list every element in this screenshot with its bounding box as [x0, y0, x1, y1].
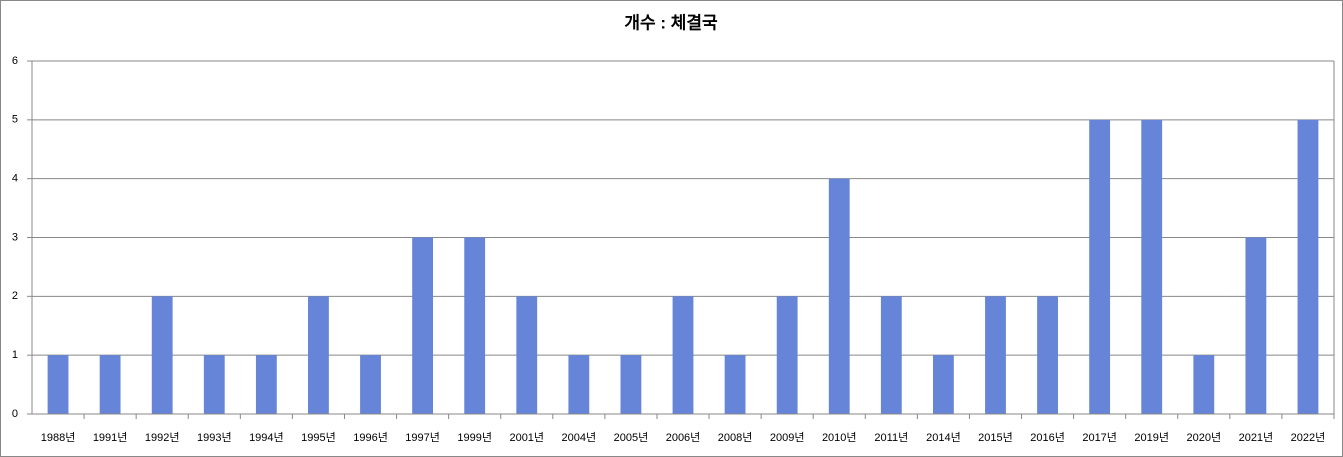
bar: [47, 355, 69, 414]
y-tick-label: 0: [12, 408, 18, 420]
bar: [828, 178, 850, 414]
bar: [412, 237, 434, 414]
bar: [880, 296, 902, 414]
x-tick-label: 2004년: [562, 431, 597, 444]
x-tick-label: 2017년: [1082, 431, 1117, 444]
x-tick-label: 2001년: [509, 431, 544, 444]
x-tick-label: 2020년: [1187, 431, 1222, 444]
x-tick-label: 2016년: [1030, 431, 1065, 444]
x-tick-label: 2021년: [1239, 431, 1274, 444]
bar: [308, 296, 329, 414]
bar: [151, 296, 173, 414]
y-tick-label: 4: [12, 173, 18, 185]
x-tick-label: 2022년: [1291, 431, 1326, 444]
x-tick-label: 2011년: [874, 431, 908, 444]
x-tick-label: 1996년: [353, 431, 388, 444]
bar: [776, 296, 798, 414]
bar: [568, 355, 590, 414]
y-tick-label: 1: [12, 349, 18, 361]
x-tick-label: 1999년: [457, 431, 492, 444]
y-tick-label: 5: [12, 114, 18, 126]
y-tick-label: 3: [12, 231, 18, 243]
y-tick-label: 6: [12, 55, 18, 67]
x-tick-label: 2006년: [666, 431, 701, 444]
x-tick-label: 1992년: [145, 431, 180, 444]
x-tick-label: 2015년: [978, 431, 1013, 444]
x-tick-label: 1988년: [41, 431, 76, 444]
bar: [99, 355, 121, 414]
bar: [620, 355, 642, 414]
bar: [1193, 355, 1215, 414]
bar: [1037, 296, 1058, 414]
bar: [932, 355, 954, 414]
x-tick-label: 1993년: [197, 431, 232, 444]
bar: [516, 296, 538, 414]
bar: [724, 355, 746, 414]
x-tick-label: 2009년: [770, 431, 805, 444]
y-tick-label: 2: [12, 290, 18, 302]
bar: [360, 355, 381, 414]
x-tick-label: 2014년: [926, 431, 961, 444]
bar: [1245, 237, 1267, 414]
chart-title: 개수 : 체결국: [624, 13, 718, 32]
bar: [1141, 119, 1163, 414]
bar: [1089, 119, 1111, 414]
x-tick-label: 2019년: [1134, 431, 1169, 444]
bar: [203, 355, 225, 414]
bar: [1297, 119, 1319, 414]
bar: [672, 296, 694, 414]
x-tick-label: 2008년: [718, 431, 753, 444]
x-tick-label: 2010년: [822, 431, 857, 444]
bar: [985, 296, 1006, 414]
x-tick-label: 1991년: [93, 431, 128, 444]
x-tick-label: 1994년: [249, 431, 284, 444]
x-tick-label: 1995년: [301, 431, 336, 444]
bar: [464, 237, 486, 414]
bar: [255, 355, 277, 414]
x-tick-label: 1997년: [405, 431, 440, 444]
x-tick-label: 2005년: [614, 431, 649, 444]
